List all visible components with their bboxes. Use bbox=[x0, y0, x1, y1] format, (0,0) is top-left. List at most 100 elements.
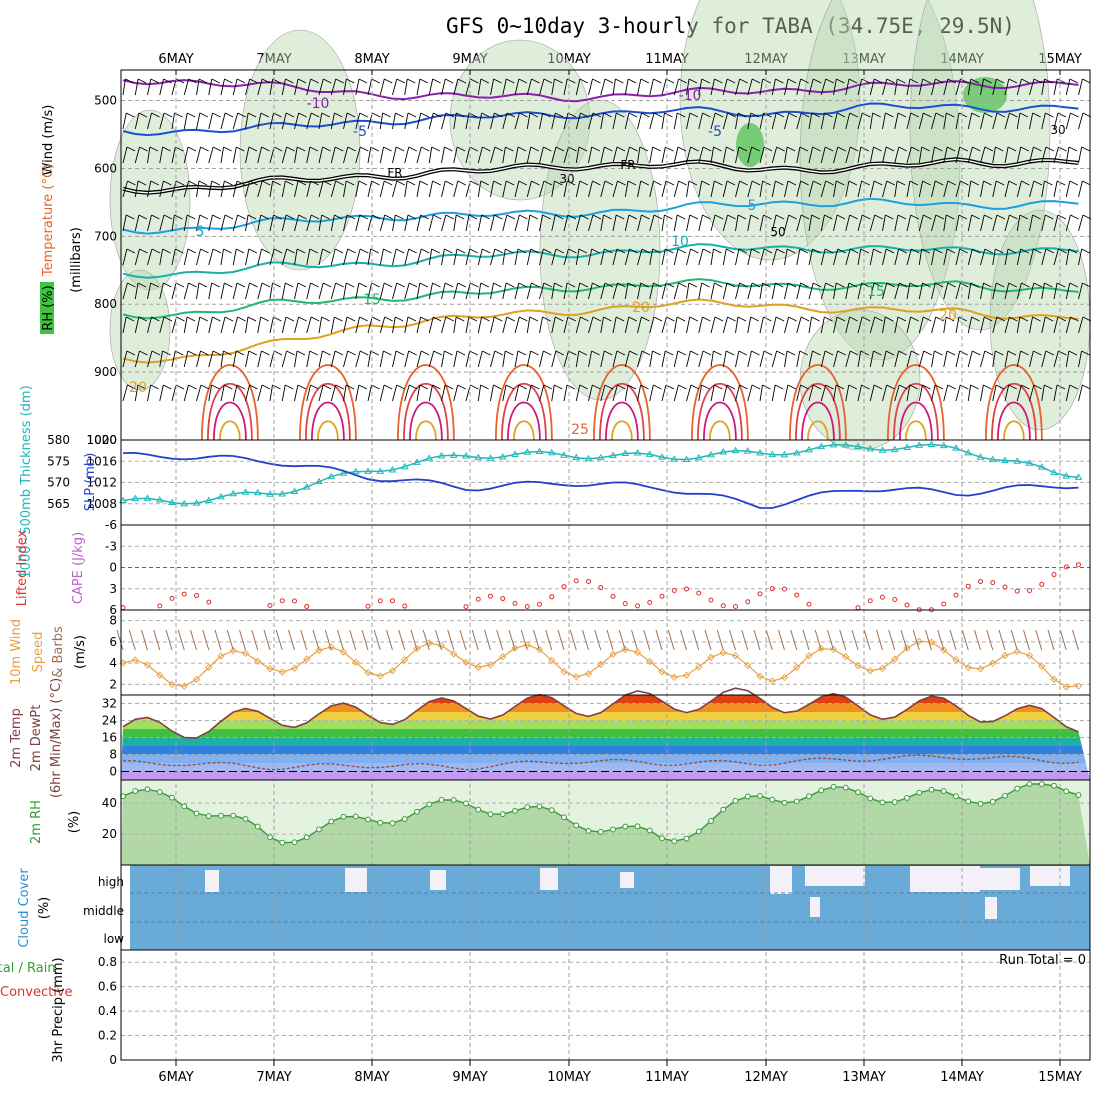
wind-barb bbox=[269, 248, 275, 266]
wind-barb-flag bbox=[751, 180, 761, 186]
wind-barb bbox=[649, 112, 655, 130]
surface-wind-barb bbox=[974, 629, 981, 651]
wind-barb-flag bbox=[285, 384, 294, 390]
wind-barb bbox=[514, 316, 520, 334]
wind-barb-flag bbox=[727, 214, 736, 220]
wind-speed-line bbox=[122, 640, 1079, 688]
wind-barb bbox=[208, 112, 213, 130]
wind-barb bbox=[906, 316, 912, 334]
wind-barb bbox=[735, 180, 741, 198]
wind-barb-flag bbox=[688, 78, 698, 84]
rh-marker bbox=[622, 823, 629, 830]
surface-wind-barb bbox=[520, 629, 528, 651]
wind-barb bbox=[722, 316, 728, 334]
wind-barb bbox=[649, 180, 654, 198]
wind-barb-flag bbox=[419, 384, 428, 390]
wind-barb bbox=[502, 350, 506, 368]
wind-barb bbox=[330, 316, 335, 334]
wind-barb-flag bbox=[1021, 384, 1030, 390]
wind-barb-flag bbox=[911, 248, 920, 254]
wind-barb-flag bbox=[1070, 214, 1079, 220]
lifted-index-point bbox=[206, 599, 212, 605]
wind-barb-flag bbox=[432, 180, 441, 186]
rh-marker bbox=[536, 803, 543, 810]
wind-barb-flag bbox=[249, 282, 258, 288]
rh-marker bbox=[512, 807, 518, 814]
wind-barb-flag bbox=[922, 78, 931, 84]
wind-speed-marker bbox=[1050, 675, 1058, 684]
wind-barb-flag bbox=[591, 248, 600, 254]
wind-barb bbox=[869, 384, 875, 402]
surface-temperature-loop bbox=[501, 382, 547, 441]
wind-barb bbox=[134, 316, 140, 334]
wind-barb-flag bbox=[198, 282, 208, 288]
wind-barb-flag bbox=[1019, 112, 1029, 118]
wind-barb-flag bbox=[296, 350, 306, 356]
wind-barb-flag bbox=[825, 282, 834, 288]
axis-tick-label: 20 bbox=[102, 827, 117, 841]
wind-barb-flag bbox=[861, 384, 870, 390]
date-label-top: 12MAY bbox=[744, 52, 788, 67]
wind-barb-flag bbox=[1056, 180, 1066, 186]
wind-barb-flag bbox=[898, 350, 907, 356]
wind-barb bbox=[1016, 78, 1022, 96]
wind-barb bbox=[343, 350, 349, 368]
wind-barb-flag bbox=[934, 384, 944, 390]
wind-barb bbox=[637, 282, 642, 300]
wind-barb bbox=[477, 78, 482, 96]
wind-barb bbox=[759, 78, 764, 96]
thickness-marker bbox=[511, 450, 519, 457]
wind-barb-flag bbox=[750, 112, 760, 118]
wind-barb bbox=[698, 316, 703, 334]
wind-barb-flag bbox=[995, 350, 1004, 356]
wind-barb bbox=[931, 316, 937, 334]
wind-barb bbox=[147, 350, 153, 368]
rh-marker bbox=[1038, 781, 1045, 787]
rh-marker bbox=[744, 793, 751, 800]
wind-barb bbox=[147, 316, 152, 334]
wind-barb-flag bbox=[617, 180, 626, 186]
wind-speed-marker bbox=[964, 664, 972, 672]
surface-temperature-loop bbox=[899, 401, 933, 441]
thickness-marker bbox=[1074, 473, 1083, 480]
wind-barb bbox=[1065, 384, 1071, 402]
wind-barb bbox=[159, 112, 165, 130]
wind-barb bbox=[661, 78, 667, 96]
wind-barb bbox=[747, 282, 753, 300]
wind-barb bbox=[906, 112, 912, 130]
axis-tick-label: 6 bbox=[109, 635, 117, 649]
thickness-marker bbox=[890, 445, 899, 453]
wind-barb-flag bbox=[849, 316, 858, 322]
wind-barb bbox=[306, 384, 311, 402]
freezing-label: FR bbox=[387, 166, 402, 180]
axis-tick-label: 24 bbox=[102, 714, 117, 728]
wind-barb-flag bbox=[727, 112, 736, 118]
wind-barb bbox=[882, 282, 888, 300]
wind-barb-flag bbox=[236, 282, 246, 288]
wind-barb bbox=[441, 146, 445, 164]
wind-barb bbox=[330, 282, 337, 300]
wind-barb bbox=[343, 180, 347, 198]
wind-barb-flag bbox=[873, 384, 883, 390]
wind-barb bbox=[416, 316, 422, 334]
wind-barb bbox=[514, 78, 520, 96]
wind-barb-flag bbox=[298, 214, 307, 220]
wind-barb bbox=[784, 146, 788, 164]
wind-barb-flag bbox=[151, 112, 160, 118]
wind-barb-flag bbox=[935, 316, 944, 322]
wind-barb bbox=[980, 248, 986, 266]
wind-barb-flag bbox=[751, 384, 761, 390]
wind-barb bbox=[416, 214, 422, 232]
thickness-marker bbox=[731, 446, 740, 454]
wind-barb-flag bbox=[970, 78, 980, 84]
surface-wind-barb bbox=[349, 629, 357, 651]
wind-barb bbox=[330, 384, 337, 402]
wind-barb bbox=[747, 316, 752, 334]
wind-barb bbox=[306, 282, 312, 300]
thickness-marker bbox=[131, 494, 140, 502]
wind-barb bbox=[196, 316, 201, 334]
date-label-top: 8MAY bbox=[354, 52, 389, 67]
rh-shading bbox=[679, 0, 861, 261]
lifted-index-point bbox=[181, 591, 187, 597]
pressure-axis-label: (millibars) bbox=[69, 227, 84, 293]
